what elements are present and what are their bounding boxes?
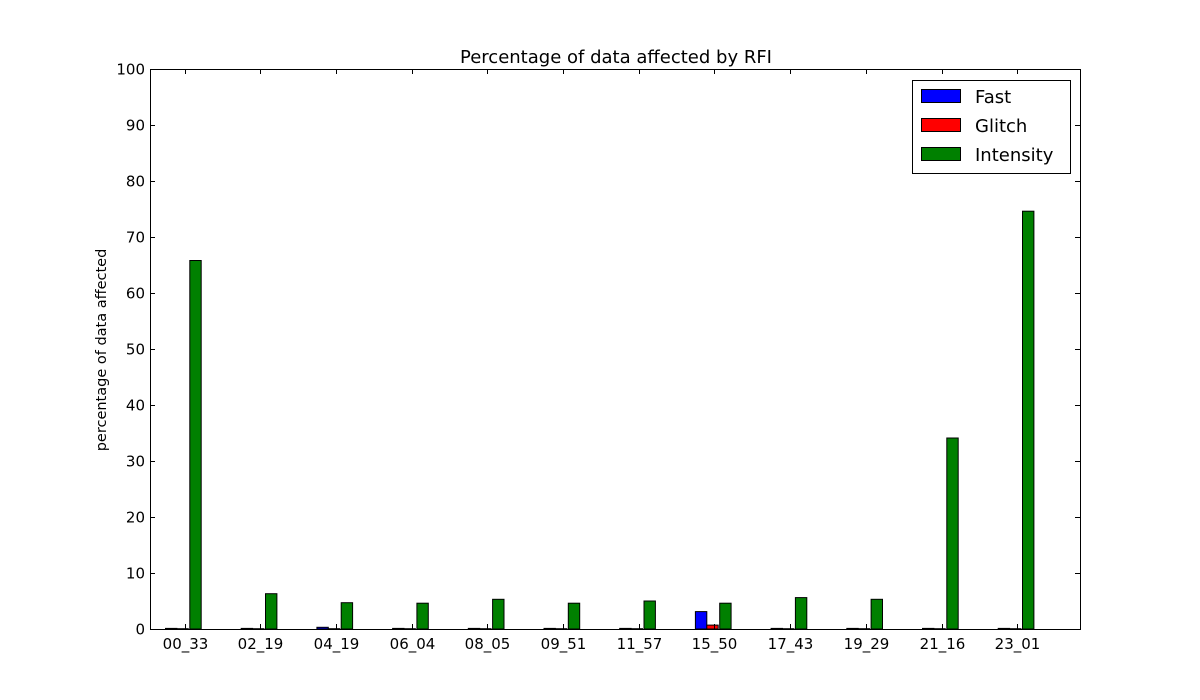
x-tick-label: 00_33 [163,635,209,654]
legend-label-intensity: Intensity [975,145,1054,166]
legend: Fast Glitch Intensity [912,80,1071,174]
bar-intensity-23_01 [1022,210,1035,630]
bar-fast-06_04 [392,627,405,630]
y-tick-label: 90 [126,117,145,135]
y-tick-label: 40 [126,397,145,415]
bar-fast-02_19 [240,627,254,630]
bar-intensity-15_50 [719,602,732,630]
bar-intensity-06_04 [416,602,429,630]
legend-items: Fast Glitch Intensity [921,87,1054,166]
legend-swatch-fast [921,89,961,103]
bar-fast-11_57 [619,627,632,630]
bar-intensity-11_57 [643,600,656,630]
y-tick-label: 80 [126,173,145,191]
x-tick-label: 08_05 [465,635,511,654]
bar-fast-00_33 [165,627,178,630]
bar-intensity-17_43 [794,597,808,630]
y-tick-label: 100 [116,61,145,79]
bar-fast-17_43 [770,627,783,630]
bar-intensity-00_33 [189,260,202,630]
x-tick-label: 04_19 [314,635,360,654]
y-tick-label: 70 [126,229,145,247]
bars-layer [165,210,1035,630]
y-tick-label: 50 [126,341,145,359]
x-tick-label: 17_43 [768,635,814,654]
y-tick-label: 10 [126,565,145,583]
x-tick-label: 11_57 [617,635,663,654]
bar-intensity-02_19 [265,593,278,630]
legend-swatch-glitch [921,118,961,132]
legend-label-fast: Fast [975,87,1011,108]
x-tick-label: 19_29 [844,635,890,654]
bar-fast-04_19 [316,626,329,630]
chart-title: Percentage of data affected by RFI [460,47,772,68]
bar-fast-23_01 [997,627,1011,630]
bar-intensity-08_05 [492,598,505,630]
plot-area-frame [150,69,1081,630]
bar-fast-15_50 [694,611,708,630]
y-tick-label: 20 [126,509,145,527]
legend-label-glitch: Glitch [975,116,1027,137]
y-tick-label: 0 [135,621,145,639]
bar-intensity-04_19 [340,602,354,630]
y-tick-label: 30 [126,453,145,471]
bar-fast-19_29 [846,627,859,630]
bar-fast-08_05 [467,627,481,630]
x-tick-label: 09_51 [541,635,587,654]
bar-fast-21_16 [922,627,935,630]
y-tick-label: 60 [126,285,145,303]
bar-fast-09_51 [543,627,556,630]
bar-glitch-15_50 [706,624,719,630]
ticks-layer: 0 10 20 30 40 50 60 70 80 90 100 00_33 02_19 04_19 06_… [116,61,1080,654]
y-axis-label: percentage of data affected [94,249,110,452]
x-tick-label: 15_50 [692,635,738,654]
bar-intensity-09_51 [567,602,581,630]
x-tick-label: 06_04 [390,635,436,654]
x-tick-label: 23_01 [995,635,1041,654]
legend-swatch-intensity [921,147,961,161]
bar-intensity-19_29 [870,598,883,630]
x-tick-label: 21_16 [920,635,966,654]
bar-intensity-21_16 [946,437,959,630]
x-tick-label: 02_19 [238,635,284,654]
